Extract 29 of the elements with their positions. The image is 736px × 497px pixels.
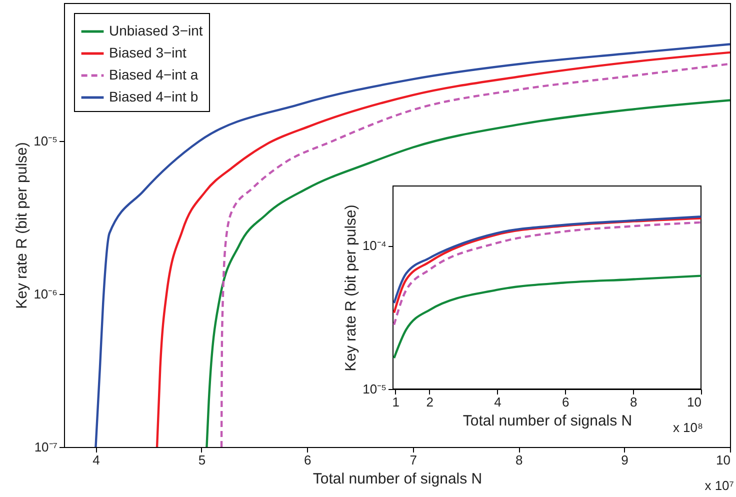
legend-label: Biased 3−int — [109, 44, 187, 60]
y-tick-label: 10⁻⁷ — [34, 440, 58, 454]
y-tick-label: 10⁻⁵ — [34, 134, 58, 149]
y-tick-label: 10⁻⁶ — [34, 286, 58, 302]
y-axis-title: Key rate R (bit per pulse) — [342, 204, 360, 372]
x-tick-label: 6 — [304, 452, 312, 468]
x-tick-label: 9 — [621, 452, 628, 468]
legend-label: Biased 4−int a — [109, 66, 198, 82]
x-axis-title: Total number of signals N — [462, 412, 632, 430]
y-axis-title: Key rate R (bit per pulse) — [14, 142, 31, 309]
x-tick-label: 4 — [92, 452, 100, 468]
x-tick-label: 7 — [410, 452, 417, 468]
annotation: x 10⁸ — [672, 420, 703, 435]
x-tick-label: 8 — [630, 394, 638, 410]
x-tick-label: 10 — [716, 452, 730, 468]
x-axis-title: Total number of signals N — [312, 470, 482, 488]
legend-label: Unbiased 3−int — [109, 22, 203, 38]
x-tick-label: 4 — [494, 394, 502, 410]
line-series — [392, 274, 702, 360]
x-tick-label: 1 — [392, 394, 400, 410]
legend-label: Biased 4−int b — [109, 88, 198, 104]
x-tick-label: 2 — [426, 394, 434, 410]
x-tick-label: 5 — [198, 452, 206, 468]
y-tick-label: 10⁻⁵ — [362, 382, 386, 396]
x-tick-label: 8 — [515, 452, 523, 468]
y-tick-label: 10⁻⁴ — [362, 238, 386, 254]
text: x 10⁷ — [704, 478, 734, 493]
x-tick-label: 6 — [562, 394, 570, 410]
x-tick-label: 10 — [687, 394, 702, 410]
